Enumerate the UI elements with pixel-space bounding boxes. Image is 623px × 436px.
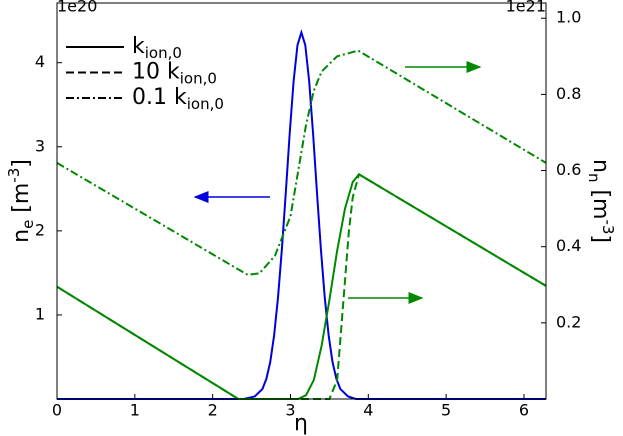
y2-tick-label: 0.8 (556, 84, 581, 103)
x-tick-label: 0 (52, 401, 62, 420)
y-tick-label: 4 (35, 52, 45, 71)
data-line (56, 172, 547, 400)
plot-frame (56, 2, 547, 400)
legend-label: kion,0 (132, 34, 182, 62)
data-line (57, 29, 546, 400)
x-tick-label: 3 (285, 401, 295, 420)
data-line (56, 49, 547, 276)
y2-tick-label: 1.0 (556, 8, 581, 27)
y-offset: 1e20 (57, 0, 97, 16)
legend-label: 0.1 kion,0 (132, 85, 224, 113)
x-label: η (294, 411, 308, 436)
plot-area (56, 29, 547, 400)
legend: kion,010 kion,00.1 kion,0 (66, 34, 224, 113)
y2-label: nn [m-3] (586, 159, 618, 243)
x-tick-label: 1 (130, 401, 140, 420)
y2-offset: 1e21 (506, 0, 546, 16)
data-line (56, 173, 547, 400)
legend-label: 10 kion,0 (132, 60, 217, 88)
y2-tick-label: 0.2 (556, 312, 581, 331)
x-tick-label: 2 (208, 401, 218, 420)
y2-tick-label: 0.6 (556, 160, 581, 179)
y-tick-label: 2 (35, 220, 45, 239)
y-tick-label: 1 (35, 304, 45, 323)
x-tick-label: 6 (519, 401, 529, 420)
x-tick-label: 4 (363, 401, 373, 420)
y-label: ne [m-3] (5, 159, 37, 243)
y-tick-label: 3 (35, 136, 45, 155)
x-tick-label: 5 (441, 401, 451, 420)
y2-tick-label: 0.4 (556, 236, 581, 255)
